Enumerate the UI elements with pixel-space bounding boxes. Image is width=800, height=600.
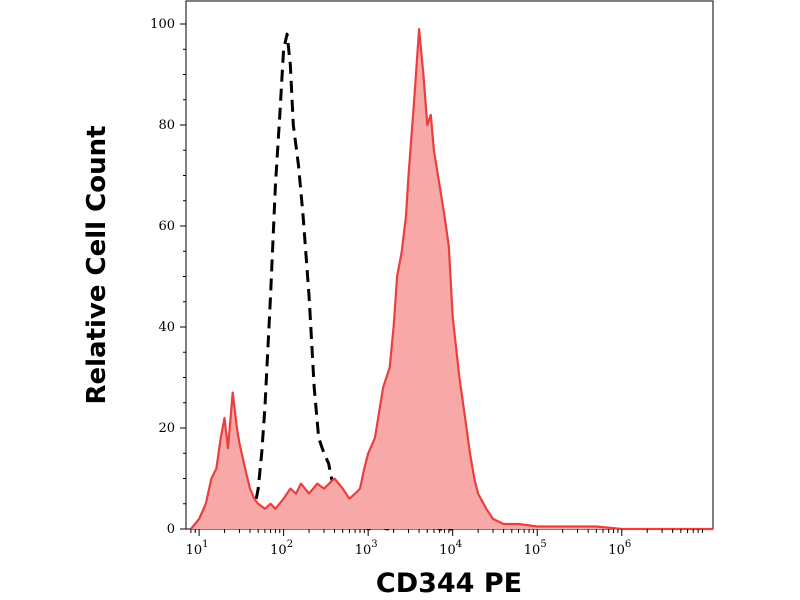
y-tick-label-40: 40 xyxy=(158,320,175,335)
x-tick-label-4: 104 xyxy=(439,539,462,558)
x-tick-label-6: 106 xyxy=(608,539,631,558)
x-axis-label: CD344 PE xyxy=(375,568,523,599)
y-tick-label-60: 60 xyxy=(158,219,175,234)
y-tick-label-80: 80 xyxy=(158,118,175,133)
x-tick-label-5: 105 xyxy=(524,539,547,558)
x-tick-label-2: 102 xyxy=(270,539,293,558)
series-1-line xyxy=(190,28,713,531)
y-tick-label-20: 20 xyxy=(158,421,175,436)
x-tick-label-1: 101 xyxy=(186,539,209,558)
y-tick-label-0: 0 xyxy=(167,522,175,537)
y-axis-label: Relative Cell Count xyxy=(82,125,112,405)
series-1-area xyxy=(190,29,713,529)
y-tick-label-100: 100 xyxy=(150,17,175,32)
x-tick-label-3: 103 xyxy=(355,539,378,558)
